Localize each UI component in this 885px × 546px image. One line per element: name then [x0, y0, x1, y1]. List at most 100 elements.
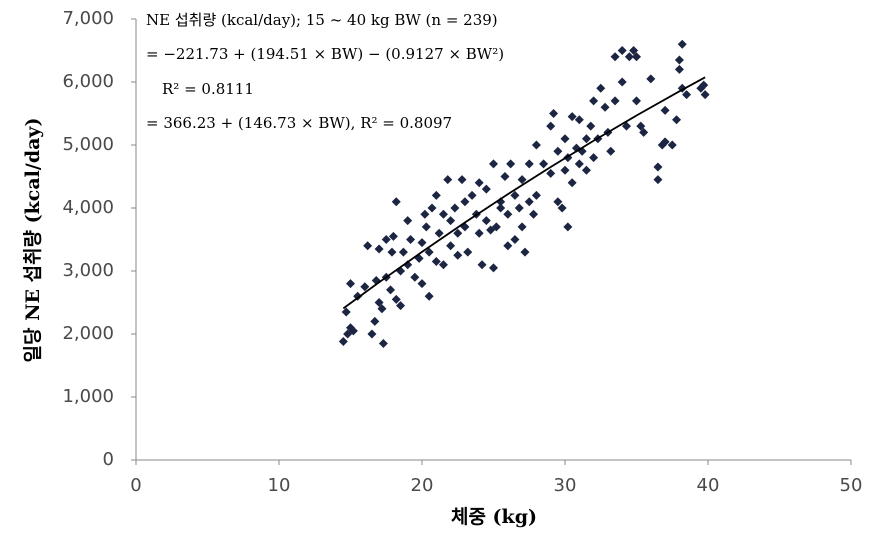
point — [424, 291, 434, 301]
point — [346, 279, 355, 289]
point — [387, 247, 397, 257]
point — [438, 260, 448, 270]
point — [646, 74, 656, 84]
point — [500, 172, 510, 181]
point — [481, 184, 491, 194]
point — [653, 162, 663, 172]
point — [467, 190, 477, 200]
point — [403, 260, 413, 270]
point — [589, 153, 599, 163]
point — [677, 39, 687, 49]
point — [632, 96, 641, 106]
x-tick-label: 20 — [411, 475, 434, 496]
annotation: R² = 0.8111 — [162, 80, 254, 98]
point — [506, 159, 516, 169]
point — [621, 121, 631, 131]
point — [421, 222, 431, 232]
point — [574, 159, 584, 169]
point — [450, 203, 460, 213]
point — [381, 235, 391, 244]
point — [653, 175, 663, 185]
point — [517, 222, 527, 232]
point — [514, 203, 524, 213]
trend-line — [342, 76, 706, 310]
point — [567, 178, 577, 188]
point — [520, 247, 530, 257]
point — [398, 247, 408, 257]
point — [636, 121, 646, 131]
annotation: = 366.23 + (146.73 × BW), R² = 0.8097 — [146, 114, 452, 132]
point — [617, 77, 627, 87]
annotation: = −221.73 + (194.51 × BW) − (0.9127 × BW… — [146, 45, 504, 63]
point — [586, 121, 596, 131]
point — [539, 159, 549, 169]
point — [581, 165, 591, 175]
point — [491, 222, 501, 232]
point — [563, 222, 573, 232]
point — [517, 175, 527, 185]
point — [341, 307, 351, 317]
point — [453, 250, 463, 260]
point — [581, 134, 591, 144]
point — [489, 159, 498, 169]
point — [674, 55, 684, 65]
point — [420, 209, 430, 219]
point — [549, 109, 559, 118]
point — [403, 216, 413, 226]
point — [667, 140, 677, 150]
point — [477, 260, 487, 270]
point — [510, 235, 520, 244]
point — [617, 46, 627, 55]
point — [496, 203, 506, 213]
point — [446, 216, 456, 226]
x-axis-label: 체중 (kg) — [451, 506, 537, 528]
point — [363, 241, 373, 251]
point — [672, 115, 682, 125]
point — [374, 244, 384, 254]
x-tick-label: 30 — [554, 475, 577, 496]
point — [481, 216, 491, 226]
point — [574, 115, 584, 125]
point — [524, 159, 534, 169]
point — [431, 190, 441, 200]
point — [503, 209, 513, 219]
point — [460, 197, 470, 207]
point — [531, 190, 541, 200]
point — [391, 294, 401, 304]
point — [699, 80, 709, 90]
y-tick-label: 4,000 — [62, 197, 114, 218]
y-tick-label: 5,000 — [62, 134, 114, 155]
point — [353, 291, 363, 301]
point — [503, 241, 513, 251]
y-tick-label: 1,000 — [62, 386, 114, 407]
point — [596, 83, 606, 93]
point — [553, 197, 563, 207]
point — [446, 241, 456, 251]
point — [560, 165, 570, 175]
point — [553, 146, 563, 156]
x-tick-label: 0 — [130, 475, 141, 496]
point — [348, 326, 358, 336]
y-axis-label: 일당 NE 섭취량 (kcal/day) — [22, 118, 44, 363]
point — [524, 197, 534, 207]
point — [396, 301, 406, 311]
x-tick-label: 50 — [840, 475, 863, 496]
point — [610, 96, 620, 106]
point — [474, 228, 484, 238]
y-tick-label: 0 — [103, 449, 114, 470]
annotation: NE 섭취량 (kcal/day); 15 ~ 40 kg BW (n = 23… — [146, 11, 498, 29]
point — [338, 337, 348, 347]
point — [378, 338, 388, 348]
point — [388, 231, 398, 241]
point — [682, 90, 692, 100]
point — [660, 105, 670, 115]
x-tick-label: 10 — [268, 475, 291, 496]
point — [624, 52, 634, 62]
point — [463, 247, 473, 257]
point — [531, 140, 541, 150]
point — [589, 96, 599, 106]
point — [374, 298, 384, 307]
point — [431, 257, 441, 267]
point — [567, 112, 577, 122]
point — [370, 316, 380, 326]
